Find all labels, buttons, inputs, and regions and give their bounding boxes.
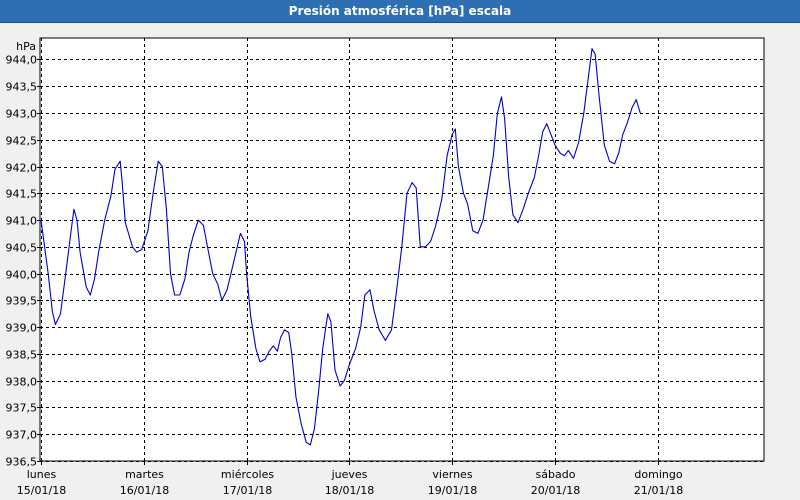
y-tick-label: 938,5 — [6, 349, 38, 362]
x-tick-date-label: 21/01/18 — [634, 484, 683, 497]
x-tick-date-label: 17/01/18 — [223, 484, 272, 497]
y-tick-label: 937,5 — [6, 402, 38, 415]
x-tick-day-label: miércoles — [221, 468, 274, 481]
x-tick-date-label: 15/01/18 — [17, 484, 66, 497]
chart-title: Presión atmosférica [hPa] escala — [0, 0, 800, 23]
y-axis-ticks: 944,0 943,5 943,0 942,5 942,0 941,5 941,0 940,5… — [6, 54, 40, 469]
x-tick-day-label: martes — [125, 468, 164, 481]
x-tick-day-label: lunes — [27, 468, 57, 481]
series-layer — [40, 48, 641, 446]
y-tick-label: 943,5 — [6, 81, 38, 94]
pressure-series-line — [40, 48, 641, 446]
x-tick-day-label: domingo — [634, 468, 682, 481]
x-tick-date-label: 18/01/18 — [325, 484, 374, 497]
y-tick-label: 936,5 — [6, 456, 38, 469]
y-tick-label: 939,5 — [6, 295, 38, 308]
x-tick-day-label: viernes — [432, 468, 472, 481]
x-tick-day-label: sábado — [536, 468, 576, 481]
y-tick-label: 940,5 — [6, 242, 38, 255]
y-tick-label: 942,5 — [6, 135, 38, 148]
y-tick-label: 939,0 — [6, 322, 38, 335]
y-tick-label: 942,0 — [6, 162, 38, 175]
x-tick-date-label: 16/01/18 — [120, 484, 169, 497]
grid — [40, 38, 764, 462]
x-axis-ticks: lunes 15/01/18 martes 16/01/18 miércoles 17/0… — [17, 461, 683, 497]
x-tick-date-label: 20/01/18 — [531, 484, 580, 497]
y-tick-label: 938,0 — [6, 376, 38, 389]
y-tick-label: 944,0 — [6, 54, 38, 67]
y-tick-label: 937,0 — [6, 429, 38, 442]
y-tick-label: 941,0 — [6, 215, 38, 228]
y-axis-unit-label: hPa — [16, 40, 36, 53]
y-tick-label: 940,0 — [6, 269, 38, 282]
y-tick-label: 943,0 — [6, 108, 38, 121]
y-tick-label: 941,5 — [6, 188, 38, 201]
x-tick-date-label: 19/01/18 — [428, 484, 477, 497]
x-tick-day-label: jueves — [331, 468, 368, 481]
